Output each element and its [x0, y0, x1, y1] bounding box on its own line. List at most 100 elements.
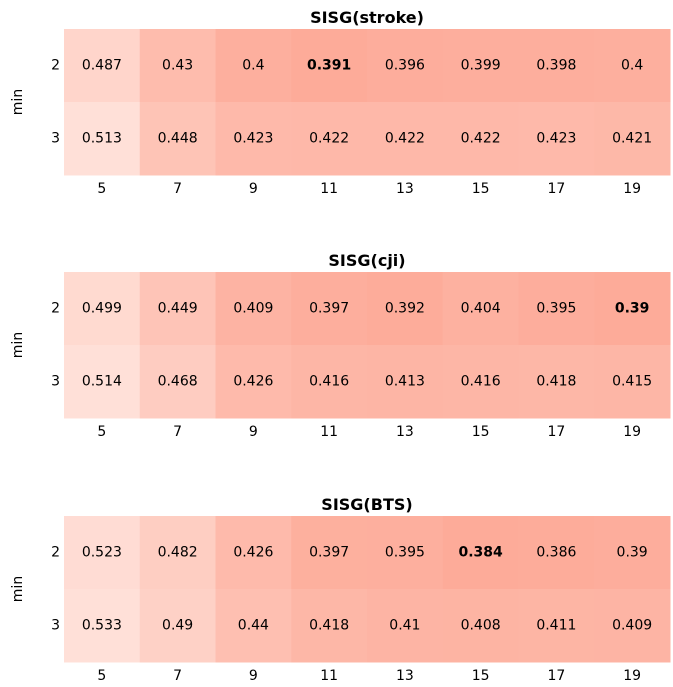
chart-title: SISG(cji) — [328, 251, 405, 270]
cell-value-label: 0.39 — [617, 545, 648, 561]
cell-value-label: 0.397 — [309, 545, 349, 561]
cell-value-label: 0.411 — [536, 618, 576, 634]
cell-value-label: 0.418 — [536, 374, 576, 390]
cell-value-label: 0.449 — [158, 301, 198, 317]
cell-value-label: 0.39 — [615, 301, 650, 317]
cell-value-label: 0.409 — [612, 618, 652, 634]
x-tick-label: 13 — [396, 181, 414, 197]
heatmap-cell — [442, 29, 519, 103]
cell-value-label: 0.41 — [389, 618, 420, 634]
heatmap-cell — [367, 272, 444, 346]
cell-value-label: 0.422 — [461, 131, 501, 147]
heatmap-cell — [139, 589, 216, 663]
x-tick-label: 13 — [396, 424, 414, 440]
heatmap-cell — [367, 589, 444, 663]
heatmap-cell — [442, 589, 519, 663]
heatmap-cell — [64, 272, 141, 346]
heatmap-cell — [518, 272, 595, 346]
heatmap-cell — [594, 29, 671, 103]
cell-value-label: 0.523 — [82, 545, 122, 561]
heatmap-cell — [215, 102, 292, 176]
x-tick-label: 11 — [320, 424, 338, 440]
y-axis-label: min — [10, 576, 26, 602]
heatmap-cell — [518, 516, 595, 590]
cell-value-label: 0.404 — [461, 301, 501, 317]
heatmap-cell — [442, 345, 519, 419]
heatmap-cell — [518, 589, 595, 663]
y-tick-label: 2 — [51, 58, 60, 74]
heatmap-cell — [594, 272, 671, 346]
x-tick-label: 15 — [472, 668, 490, 684]
cell-value-label: 0.49 — [162, 618, 193, 634]
cell-value-label: 0.4 — [621, 58, 643, 74]
cell-value-label: 0.384 — [458, 545, 503, 561]
y-tick-label: 3 — [51, 618, 60, 634]
x-tick-label: 9 — [249, 181, 258, 197]
x-tick-label: 17 — [547, 424, 565, 440]
cell-value-label: 0.421 — [612, 131, 652, 147]
cell-value-label: 0.482 — [158, 545, 198, 561]
cell-value-label: 0.487 — [82, 58, 122, 74]
cell-value-label: 0.398 — [536, 58, 576, 74]
cell-value-label: 0.448 — [158, 131, 198, 147]
heatmap-cell — [594, 102, 671, 176]
cell-value-label: 0.395 — [536, 301, 576, 317]
heatmap-cell — [442, 516, 519, 590]
x-tick-label: 19 — [623, 668, 641, 684]
cell-value-label: 0.533 — [82, 618, 122, 634]
cell-value-label: 0.397 — [309, 301, 349, 317]
heatmap-cell — [291, 345, 368, 419]
heatmap-cell — [139, 29, 216, 103]
cell-value-label: 0.422 — [385, 131, 425, 147]
cell-value-label: 0.426 — [233, 545, 273, 561]
heatmap-cell — [215, 345, 292, 419]
cell-value-label: 0.399 — [461, 58, 501, 74]
x-tick-label: 5 — [97, 424, 106, 440]
heatmap-cell — [215, 516, 292, 590]
x-tick-label: 9 — [249, 668, 258, 684]
cell-value-label: 0.396 — [385, 58, 425, 74]
x-tick-label: 19 — [623, 181, 641, 197]
cell-value-label: 0.408 — [461, 618, 501, 634]
heatmap-cell — [215, 29, 292, 103]
heatmap-cell — [291, 102, 368, 176]
x-tick-label: 11 — [320, 668, 338, 684]
heatmap-cell — [594, 345, 671, 419]
cell-value-label: 0.514 — [82, 374, 122, 390]
heatmap-cell — [64, 589, 141, 663]
x-tick-label: 7 — [173, 668, 182, 684]
x-tick-label: 17 — [547, 181, 565, 197]
cell-value-label: 0.423 — [233, 131, 273, 147]
cell-value-label: 0.409 — [233, 301, 273, 317]
x-tick-label: 5 — [97, 181, 106, 197]
cell-value-label: 0.499 — [82, 301, 122, 317]
y-tick-label: 3 — [51, 131, 60, 147]
cell-value-label: 0.415 — [612, 374, 652, 390]
y-axis-label: min — [10, 332, 26, 358]
y-tick-label: 2 — [51, 545, 60, 561]
heatmap-cell — [64, 516, 141, 590]
heatmap-cell — [367, 516, 444, 590]
heatmap-cell — [518, 102, 595, 176]
cell-value-label: 0.422 — [309, 131, 349, 147]
x-tick-label: 7 — [173, 424, 182, 440]
y-tick-label: 2 — [51, 301, 60, 317]
heatmap-cell — [594, 516, 671, 590]
cell-value-label: 0.44 — [238, 618, 269, 634]
cell-value-label: 0.43 — [162, 58, 193, 74]
heatmap-cell — [367, 29, 444, 103]
heatmap-cell — [139, 516, 216, 590]
cell-value-label: 0.391 — [307, 58, 351, 74]
x-tick-label: 7 — [173, 181, 182, 197]
chart-title: SISG(BTS) — [321, 495, 412, 514]
cell-value-label: 0.392 — [385, 301, 425, 317]
cell-value-label: 0.426 — [233, 374, 273, 390]
cell-value-label: 0.413 — [385, 374, 425, 390]
heatmap-cell — [518, 345, 595, 419]
heatmap-cell — [442, 102, 519, 176]
heatmap-cell — [291, 272, 368, 346]
y-tick-label: 3 — [51, 374, 60, 390]
cell-value-label: 0.416 — [309, 374, 349, 390]
heatmap-cell — [291, 589, 368, 663]
